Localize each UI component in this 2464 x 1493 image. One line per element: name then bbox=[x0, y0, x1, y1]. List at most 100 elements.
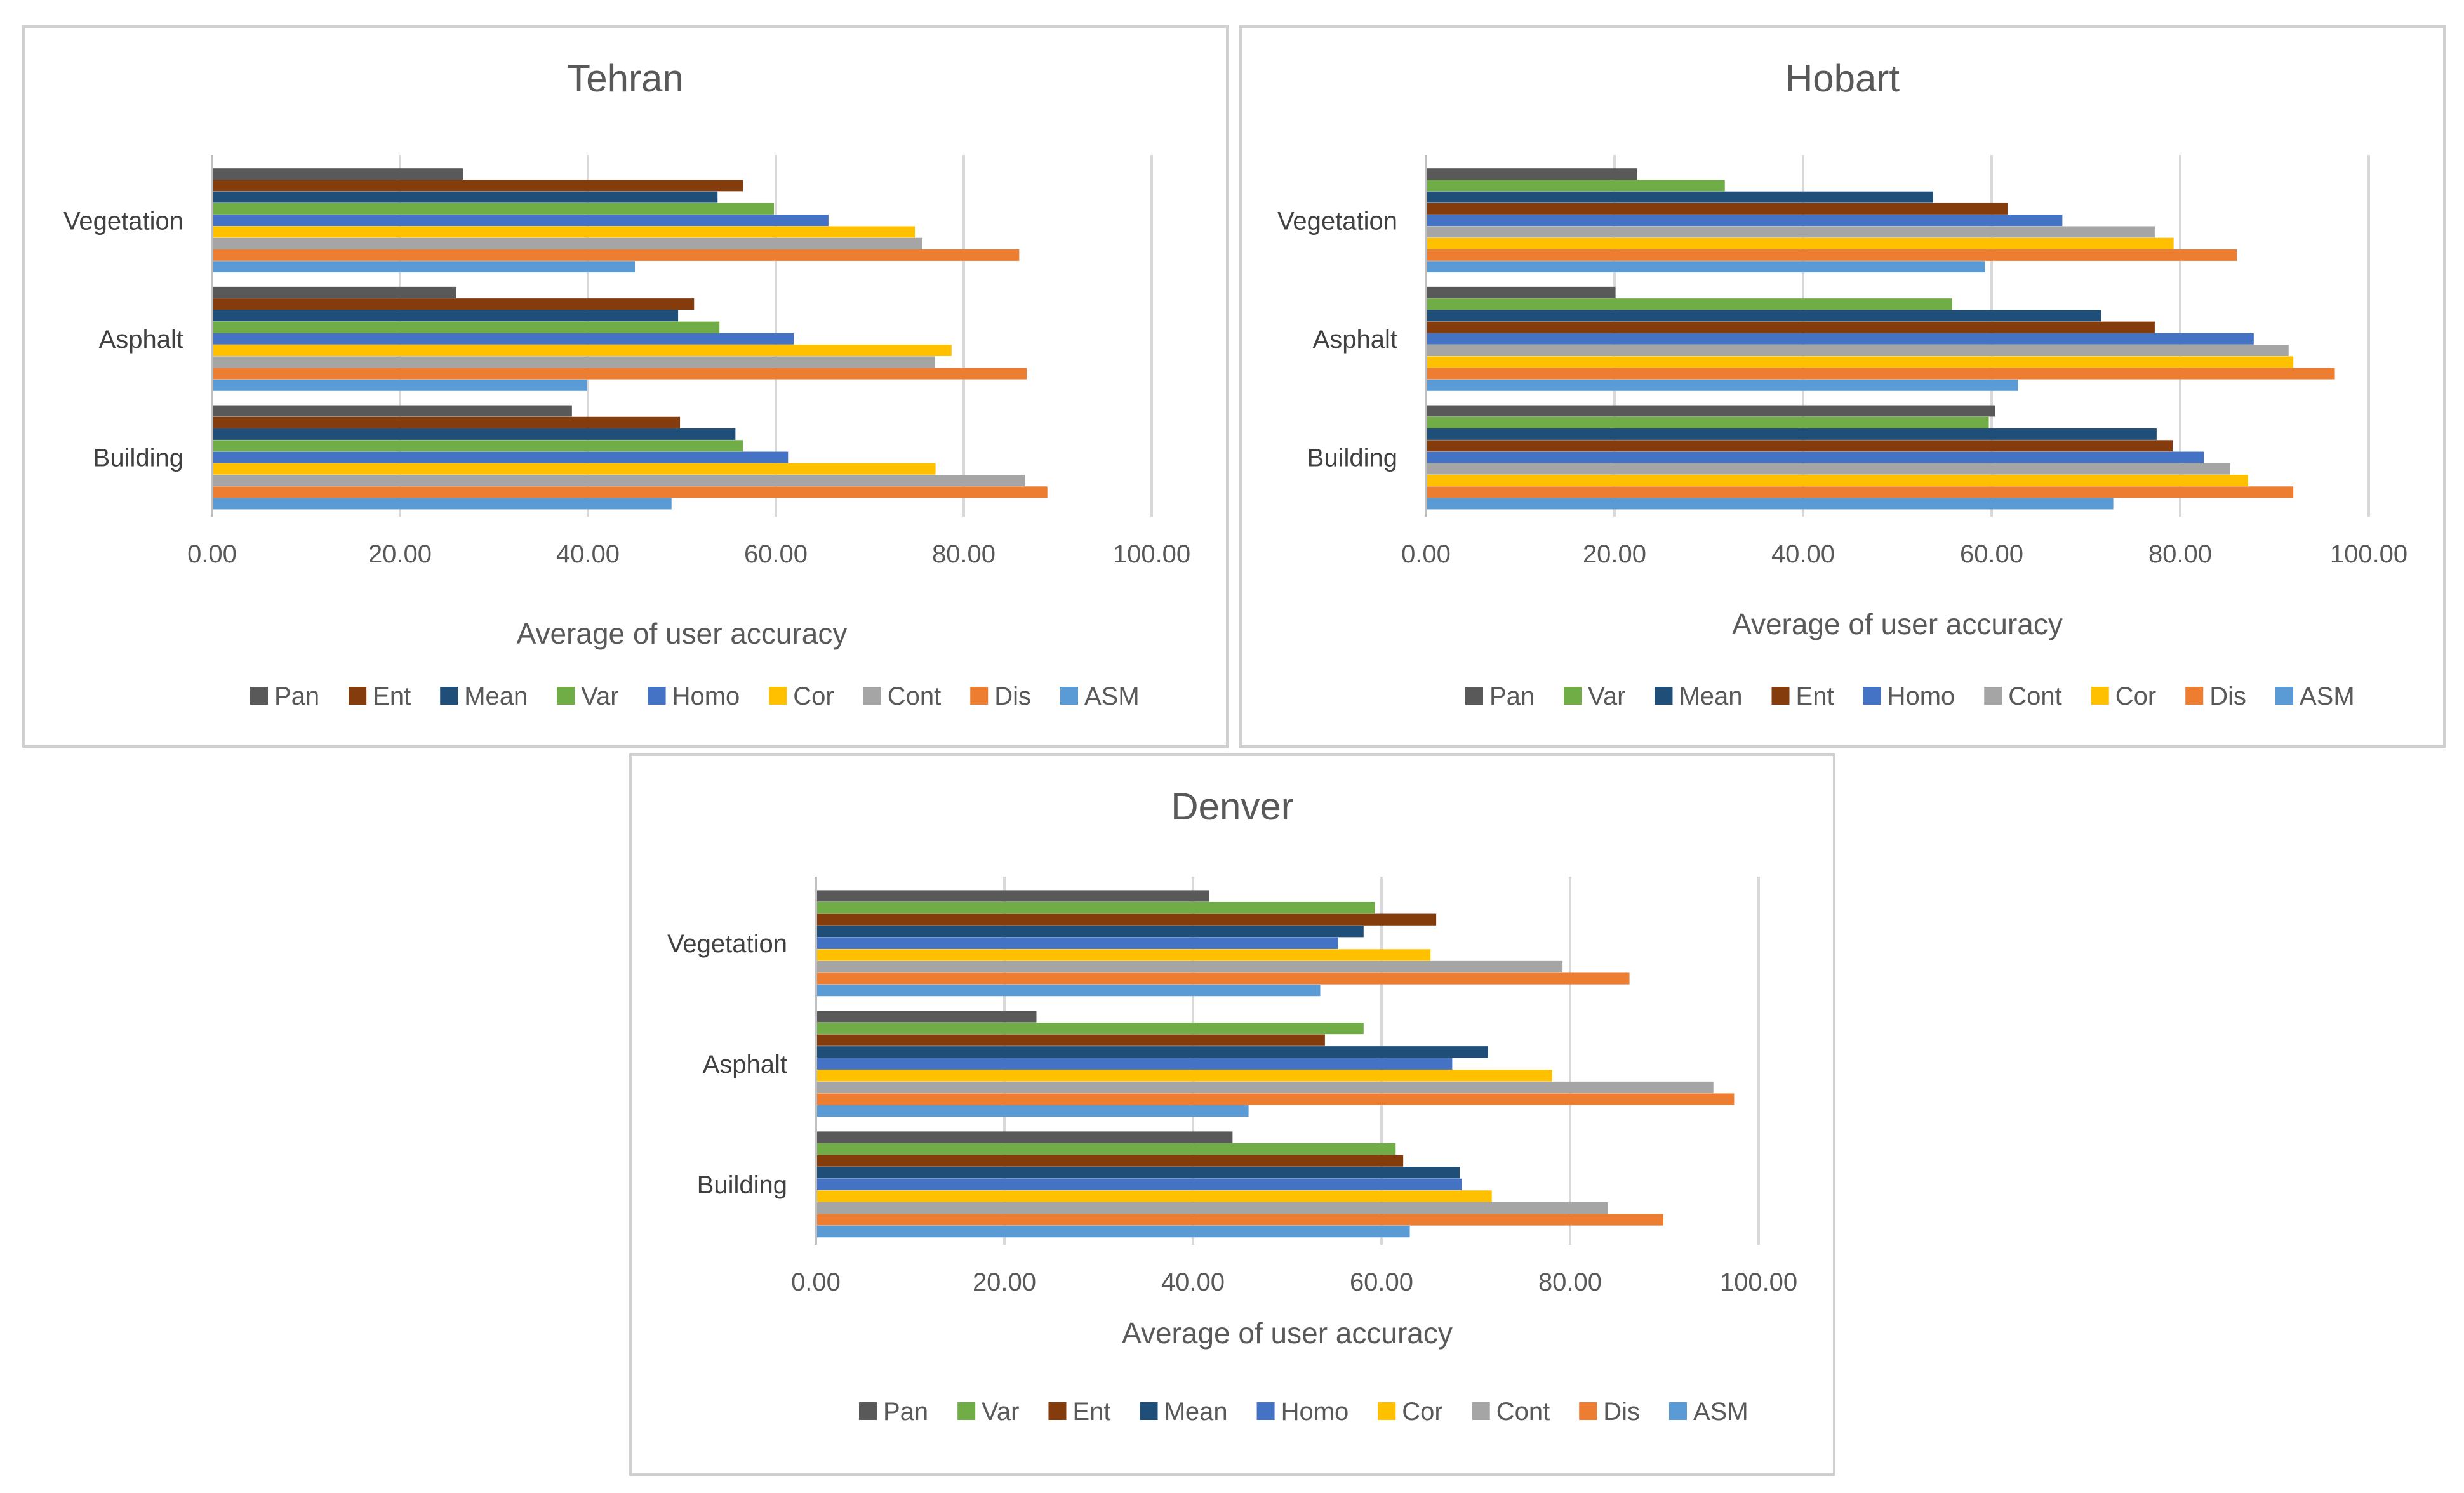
bar-building-cor bbox=[816, 1190, 1492, 1202]
legend-label-cont: Cont bbox=[888, 682, 942, 710]
legend-swatch-homo bbox=[1256, 1402, 1275, 1420]
bar-building-cor bbox=[1426, 475, 2248, 486]
x-tick-label: 40.00 bbox=[556, 540, 620, 568]
bar-building-pan bbox=[816, 1131, 1233, 1143]
bar-asphalt-mean bbox=[816, 1046, 1488, 1058]
bar-vegetation-mean bbox=[212, 191, 718, 203]
bar-vegetation-homo bbox=[1426, 215, 2063, 227]
bar-asphalt-ent bbox=[816, 1034, 1325, 1046]
x-tick-label: 60.00 bbox=[1350, 1268, 1413, 1296]
legend-label-homo: Homo bbox=[672, 682, 740, 710]
bar-building-dis bbox=[816, 1214, 1664, 1226]
legend-label-mean: Mean bbox=[464, 682, 528, 710]
category-label: Building bbox=[697, 1171, 787, 1199]
bar-asphalt-dis bbox=[816, 1093, 1735, 1105]
category-label: Asphalt bbox=[99, 326, 183, 354]
x-tick-label: 0.00 bbox=[791, 1268, 841, 1296]
legend-swatch-mean bbox=[440, 687, 458, 705]
bar-asphalt-homo bbox=[1426, 333, 2254, 345]
legend-swatch-cor bbox=[1378, 1402, 1396, 1420]
legend-swatch-homo bbox=[648, 687, 666, 705]
legend-swatch-dis bbox=[2185, 687, 2204, 705]
bar-vegetation-pan bbox=[212, 168, 463, 180]
x-tick-label: 20.00 bbox=[1583, 540, 1646, 568]
x-axis-title: Average of user accuracy bbox=[1732, 607, 2063, 640]
legend-label-ent: Ent bbox=[1796, 682, 1834, 710]
bar-vegetation-homo bbox=[816, 937, 1338, 949]
legend-label-mean: Mean bbox=[1679, 682, 1742, 710]
bar-vegetation-cor bbox=[212, 226, 916, 238]
category-label: Building bbox=[93, 444, 183, 472]
bar-building-ent bbox=[816, 1155, 1404, 1167]
legend-label-cont: Cont bbox=[1496, 1398, 1550, 1426]
legend-label-cor: Cor bbox=[2115, 682, 2156, 710]
chart-title: Hobart bbox=[1785, 57, 1900, 100]
bar-asphalt-var bbox=[212, 321, 720, 333]
bar-building-dis bbox=[212, 486, 1048, 498]
x-tick-label: 40.00 bbox=[1161, 1268, 1225, 1296]
legend-swatch-cont bbox=[863, 687, 881, 705]
legend-swatch-var bbox=[557, 687, 575, 705]
legend: Pan Var Mean Ent Homo Cont Cor Dis ASM bbox=[1465, 682, 2355, 710]
legend: Pan Ent Mean Var Homo Cor Cont Dis ASM bbox=[250, 682, 1140, 710]
bar-asphalt-cor bbox=[816, 1070, 1552, 1082]
bar-asphalt-asm bbox=[816, 1105, 1249, 1117]
category-label: Vegetation bbox=[1277, 207, 1397, 235]
bar-vegetation-cor bbox=[816, 949, 1431, 961]
bar-vegetation-homo bbox=[212, 215, 829, 227]
legend-swatch-mean bbox=[1655, 687, 1673, 705]
bar-asphalt-var bbox=[816, 1022, 1364, 1035]
legend-swatch-var bbox=[957, 1402, 976, 1420]
bar-vegetation-dis bbox=[816, 972, 1630, 985]
bar-asphalt-homo bbox=[816, 1058, 1453, 1070]
legend-label-pan: Pan bbox=[883, 1398, 928, 1426]
bar-vegetation-dis bbox=[212, 249, 1020, 261]
bar-building-homo bbox=[1426, 451, 2204, 463]
bar-vegetation-cont bbox=[816, 960, 1563, 973]
bar-asphalt-cont bbox=[816, 1081, 1714, 1094]
legend-label-var: Var bbox=[581, 682, 618, 710]
bar-asphalt-homo bbox=[212, 333, 794, 345]
x-tick-label: 0.00 bbox=[187, 540, 237, 568]
bar-asphalt-asm bbox=[212, 379, 587, 391]
bar-building-var bbox=[1426, 416, 1989, 428]
bar-building-mean bbox=[816, 1167, 1460, 1179]
legend-label-asm: ASM bbox=[2300, 682, 2355, 710]
bar-vegetation-var bbox=[1426, 180, 1725, 192]
chart-svg-tehran: Tehran 0.00 20.00 40.00 60.00 80.00 100.00 Vege… bbox=[63, 57, 1190, 710]
legend-label-asm: ASM bbox=[1693, 1398, 1748, 1426]
legend: Pan Var Ent Mean Homo Cor Cont Dis ASM bbox=[859, 1398, 1748, 1426]
legend-swatch-pan bbox=[1465, 687, 1483, 705]
chart-title: Tehran bbox=[567, 57, 683, 100]
legend-label-homo: Homo bbox=[1888, 682, 1955, 710]
bar-building-asm bbox=[816, 1226, 1410, 1238]
legend-swatch-asm bbox=[1060, 687, 1078, 705]
legend-label-dis: Dis bbox=[994, 682, 1031, 710]
bar-asphalt-var bbox=[1426, 298, 1952, 310]
legend-label-dis: Dis bbox=[2209, 682, 2246, 710]
category-label: Asphalt bbox=[1313, 326, 1397, 354]
legend-swatch-asm bbox=[1669, 1402, 1687, 1420]
legend-swatch-mean bbox=[1140, 1402, 1158, 1420]
legend-swatch-pan bbox=[859, 1402, 877, 1420]
bar-asphalt-pan bbox=[1426, 286, 1616, 298]
legend-swatch-homo bbox=[1863, 687, 1881, 705]
legend-swatch-var bbox=[1564, 687, 1582, 705]
legend-swatch-cont bbox=[1472, 1402, 1490, 1420]
x-tick-label: 80.00 bbox=[2148, 540, 2212, 568]
x-tick-label: 100.00 bbox=[2330, 540, 2407, 568]
bar-asphalt-mean bbox=[1426, 310, 2101, 322]
bar-building-cor bbox=[212, 463, 936, 475]
bar-building-cont bbox=[816, 1202, 1608, 1214]
bar-asphalt-mean bbox=[212, 310, 679, 322]
bar-vegetation-cont bbox=[1426, 226, 2155, 238]
bar-building-asm bbox=[212, 498, 672, 510]
bar-vegetation-mean bbox=[816, 926, 1364, 938]
bar-vegetation-dis bbox=[1426, 249, 2237, 261]
bar-vegetation-cor bbox=[1426, 237, 2174, 249]
bar-building-ent bbox=[1426, 440, 2173, 452]
bar-building-mean bbox=[212, 428, 736, 440]
legend-swatch-ent bbox=[349, 687, 367, 705]
bar-building-cont bbox=[212, 475, 1025, 486]
bar-vegetation-var bbox=[212, 202, 775, 215]
